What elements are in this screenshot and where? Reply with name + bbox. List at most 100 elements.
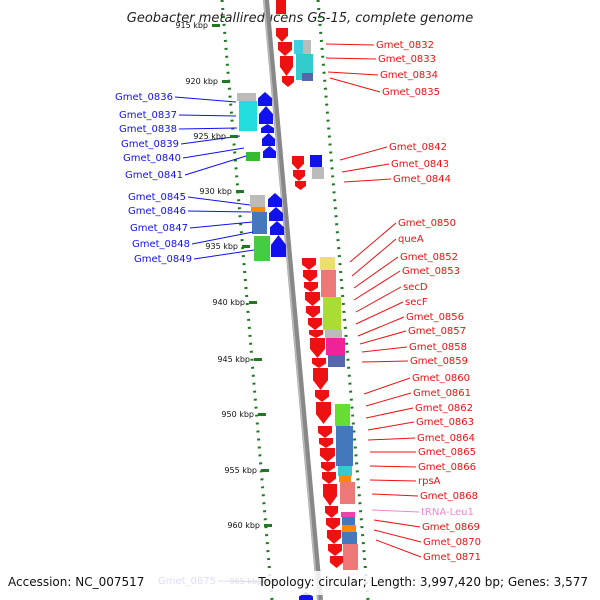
reverse-gene-arrow bbox=[263, 146, 276, 158]
gene-label-reverse: Gmet_0846 bbox=[128, 206, 186, 217]
leader-line-forward bbox=[353, 270, 401, 301]
topology-text: Topology: circular; Length: 3,997,420 bp… bbox=[257, 575, 588, 589]
genome-backbone bbox=[263, 0, 323, 600]
feature-block bbox=[336, 426, 353, 466]
leader-line-forward bbox=[359, 330, 407, 345]
kbp-tick-mark bbox=[258, 413, 266, 416]
leader-line-reverse bbox=[191, 231, 254, 245]
accession-text: Accession: NC_007517 bbox=[8, 575, 144, 589]
gene-label-forward: Gmet_0859 bbox=[410, 356, 468, 367]
gene-label-reverse: Gmet_0837 bbox=[119, 110, 177, 121]
forward-gene-arrow bbox=[276, 28, 288, 42]
map-title: Geobacter metallireducens GS-15, complet… bbox=[127, 11, 473, 26]
gene-label-forward: Gmet_0862 bbox=[415, 403, 473, 414]
leader-line-forward bbox=[327, 71, 379, 76]
leader-line-forward bbox=[339, 146, 388, 161]
forward-gene-arrow bbox=[306, 306, 320, 318]
leader-line-reverse bbox=[178, 114, 237, 117]
feature-block bbox=[323, 297, 341, 330]
gene-label-forward: Gmet_0844 bbox=[393, 174, 451, 185]
leader-line-forward bbox=[357, 316, 405, 337]
leader-line-forward bbox=[351, 238, 397, 277]
leader-line-forward bbox=[355, 286, 402, 313]
forward-gene-arrow bbox=[295, 181, 306, 190]
feature-block bbox=[343, 544, 358, 570]
trna-label: tRNA-Leu1 bbox=[421, 507, 474, 518]
gene-label-forward: Gmet_0861 bbox=[413, 388, 471, 399]
forward-gene-arrow bbox=[328, 544, 342, 556]
feature-block bbox=[328, 355, 345, 367]
gene-label-forward: Gmet_0850 bbox=[398, 218, 456, 229]
gene-label-forward: Gmet_0834 bbox=[380, 70, 438, 81]
backbone-highlight bbox=[263, 0, 319, 600]
leader-line-forward bbox=[369, 465, 417, 468]
gene-label-forward: Gmet_0866 bbox=[418, 462, 476, 473]
kbp-tick-label: 920 kbp bbox=[185, 77, 218, 86]
kbp-tick-mark bbox=[236, 190, 244, 193]
gene-label-forward: Gmet_0858 bbox=[409, 342, 467, 353]
gene-label-forward: Gmet_0852 bbox=[400, 252, 458, 263]
label-leader-lines bbox=[174, 43, 422, 583]
gene-label-forward: secF bbox=[405, 297, 428, 308]
kbp-tick-mark bbox=[222, 80, 230, 83]
reverse-gene-arrow bbox=[271, 235, 286, 257]
forward-gene-arrow bbox=[305, 292, 320, 306]
gene-label-forward: Gmet_0842 bbox=[389, 142, 447, 153]
forward-gene-arrow bbox=[327, 530, 341, 544]
feature-block bbox=[340, 482, 355, 504]
forward-gene-arrow bbox=[280, 56, 293, 76]
leader-line-reverse bbox=[184, 155, 247, 176]
kbp-tick-label: 935 kbp bbox=[205, 242, 238, 251]
kbp-tick-label: 915 kbp bbox=[175, 21, 208, 30]
kbp-tick-label: 960 kbp bbox=[227, 521, 260, 530]
forward-gene-arrow bbox=[302, 258, 316, 270]
forward-gene-arrow bbox=[292, 156, 304, 170]
forward-gene-arrow bbox=[316, 402, 331, 424]
leader-line-forward bbox=[361, 360, 409, 363]
reverse-gene-block bbox=[310, 155, 322, 167]
gene-label-forward: Gmet_0843 bbox=[391, 159, 449, 170]
feature-block bbox=[320, 257, 335, 270]
forward-gene-arrow bbox=[325, 506, 338, 518]
forward-gene-arrow bbox=[320, 448, 335, 462]
kbp-tick-mark bbox=[212, 24, 220, 27]
leader-line-forward bbox=[373, 519, 421, 528]
leader-line-reverse bbox=[182, 147, 245, 159]
leader-line-reverse bbox=[178, 127, 238, 130]
kbp-tick-mark bbox=[242, 245, 250, 248]
leader-line-reverse bbox=[189, 221, 253, 229]
feature-block bbox=[239, 101, 257, 131]
forward-gene-arrow bbox=[278, 42, 292, 56]
feature-block bbox=[252, 212, 267, 234]
gene-label-forward: Gmet_0857 bbox=[408, 326, 466, 337]
feature-block bbox=[303, 40, 311, 54]
kbp-tick-mark bbox=[264, 524, 272, 527]
feature-blocks bbox=[237, 40, 358, 570]
leader-line-forward bbox=[367, 437, 416, 441]
feature-block bbox=[341, 512, 355, 517]
leader-line-forward bbox=[365, 392, 412, 407]
footer-background bbox=[0, 571, 600, 595]
gene-label-forward: Gmet_0833 bbox=[378, 54, 436, 65]
forward-gene-arrow bbox=[319, 438, 333, 448]
kbp-tick-label: 930 kbp bbox=[199, 187, 232, 196]
forward-gene-arrow bbox=[303, 270, 317, 282]
reverse-gene-arrow bbox=[261, 124, 274, 133]
feature-block bbox=[335, 404, 350, 426]
feature-block bbox=[338, 466, 352, 476]
gene-label-reverse: Gmet_0841 bbox=[125, 170, 183, 181]
feature-block bbox=[326, 338, 345, 355]
gene-label-reverse: Gmet_0848 bbox=[132, 239, 190, 250]
gene-label-forward: Gmet_0868 bbox=[420, 491, 478, 502]
forward-gene-arrow bbox=[310, 338, 325, 358]
gene-label-forward: Gmet_0860 bbox=[412, 373, 470, 384]
leader-line-forward bbox=[373, 529, 422, 543]
gene-label-forward: rpsA bbox=[418, 476, 441, 487]
kbp-tick-mark bbox=[254, 358, 262, 361]
gene-label-reverse: Gmet_0838 bbox=[119, 124, 177, 135]
leader-line-forward bbox=[325, 43, 375, 46]
leader-line-forward bbox=[355, 301, 404, 325]
leader-line-trna bbox=[371, 509, 420, 513]
gene-label-forward: queA bbox=[398, 234, 424, 245]
gene-label-forward: Gmet_0832 bbox=[376, 40, 434, 51]
